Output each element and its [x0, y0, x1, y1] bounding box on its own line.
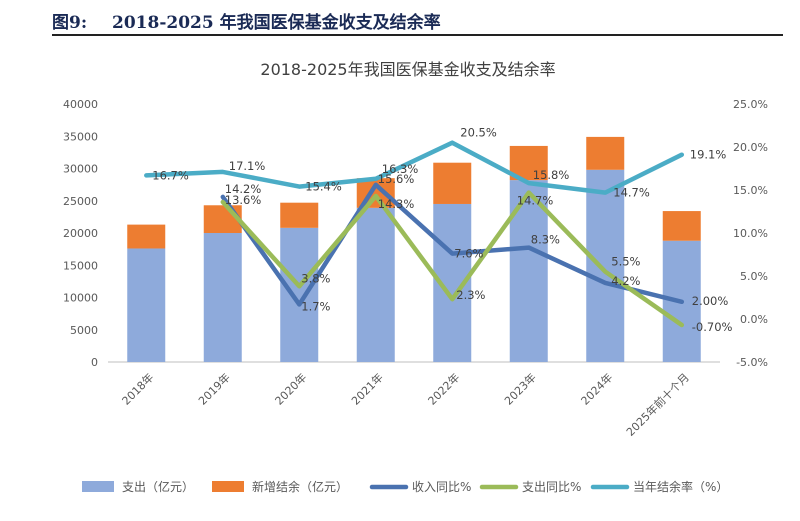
- legend-label: 新增结余（亿元）: [252, 479, 348, 494]
- legend-label: 支出（亿元）: [122, 479, 194, 494]
- bar-expenditure: [586, 169, 625, 362]
- x-tick-label: 2023年: [501, 370, 538, 407]
- data-label: 19.1%: [690, 148, 727, 162]
- line-income-yoy: [220, 182, 685, 307]
- data-label: 8.3%: [531, 233, 560, 247]
- left-tick-label: 20000: [63, 227, 98, 240]
- data-label: 13.6%: [225, 193, 262, 207]
- left-tick-label: 40000: [63, 98, 98, 111]
- data-label: 3.8%: [301, 271, 330, 285]
- x-axis-labels: 2018年 2019年 2020年 2021年 2022年 2023年 2024年 2025年…: [119, 370, 692, 439]
- bar-expenditure: [280, 227, 319, 362]
- left-tick-label: 30000: [63, 163, 98, 176]
- right-tick-label: 20.0%: [733, 141, 768, 154]
- data-label: 14.2%: [225, 182, 262, 196]
- bar-new-surplus: [280, 202, 319, 228]
- legend-item: 支出同比%: [479, 480, 581, 494]
- legend-item: 当年结余率（%）: [590, 479, 728, 494]
- bar-expenditure: [203, 233, 242, 362]
- x-tick-label: 2018年: [119, 370, 156, 407]
- bar-new-surplus: [662, 211, 701, 241]
- data-label: 20.5%: [460, 126, 497, 140]
- left-tick-label: 0: [91, 356, 98, 369]
- bar-new-surplus: [127, 224, 166, 249]
- x-tick-label: 2020年: [272, 370, 309, 407]
- left-tick-label: 25000: [63, 195, 98, 208]
- x-tick-label: 2025年前十个月: [623, 370, 692, 439]
- data-label: 15.4%: [305, 180, 342, 194]
- data-label: 1.7%: [301, 299, 330, 313]
- data-label: 4.2%: [611, 274, 640, 288]
- data-label: 7.6%: [454, 247, 483, 261]
- data-label: 17.1%: [229, 159, 266, 173]
- bar-new-surplus: [586, 136, 625, 170]
- left-tick-label: 10000: [63, 292, 98, 305]
- lines: [144, 140, 685, 328]
- chart-title: 2018-2025年我国医保基金收支及结余率: [260, 60, 555, 79]
- right-tick-label: 5.0%: [740, 270, 768, 283]
- figure-header: 图9: 2018-2025 年我国医保基金收支及结余率: [52, 4, 783, 36]
- x-tick-label: 2024年: [578, 370, 615, 407]
- right-tick-label: -5.0%: [736, 356, 768, 369]
- x-tick-label: 2021年: [348, 370, 385, 407]
- legend-swatch: [82, 481, 114, 492]
- legend: 支出（亿元） 新增结余（亿元） 收入同比% 支出同比% 当年结余率（%）: [82, 479, 728, 494]
- data-label: 15.6%: [378, 172, 415, 186]
- line-expenditure-yoy: [220, 190, 685, 328]
- figure-label: 图9:: [52, 13, 88, 33]
- right-tick-label: 15.0%: [733, 184, 768, 197]
- data-label: 14.7%: [613, 186, 650, 200]
- left-tick-label: 5000: [70, 324, 98, 337]
- legend-label: 收入同比%: [412, 480, 471, 494]
- legend-swatch: [212, 481, 244, 492]
- data-labels: 14.2% 1.7% 15.6% 7.6% 8.3% 4.2% 2.00% 13.6% 3.8%…: [152, 126, 732, 334]
- legend-item: 新增结余（亿元）: [212, 479, 348, 494]
- legend-label: 当年结余率（%）: [633, 479, 728, 494]
- legend-item: 收入同比%: [369, 480, 471, 494]
- data-label: 5.5%: [611, 255, 640, 269]
- data-label: 14.3%: [378, 197, 415, 211]
- right-tick-label: 0.0%: [740, 313, 768, 326]
- legend-label: 支出同比%: [522, 480, 581, 494]
- bar-new-surplus: [433, 162, 472, 204]
- data-label: 16.3%: [382, 162, 419, 176]
- bar-expenditure: [356, 207, 395, 362]
- right-axis: -5.0% 0.0% 5.0% 10.0% 15.0% 20.0% 25.0%: [733, 98, 768, 369]
- right-tick-label: 25.0%: [733, 98, 768, 111]
- data-label: 2.3%: [456, 288, 485, 302]
- left-tick-label: 35000: [63, 130, 98, 143]
- figure-title: 2018-2025 年我国医保基金收支及结余率: [112, 13, 441, 33]
- x-tick-label: 2022年: [425, 370, 462, 407]
- right-tick-label: 10.0%: [733, 227, 768, 240]
- left-tick-label: 15000: [63, 259, 98, 272]
- bar-expenditure: [127, 248, 166, 362]
- data-label: 15.8%: [533, 168, 570, 182]
- left-axis: 0 5000 10000 15000 20000 25000 30000 35000 40000: [63, 98, 98, 369]
- line-surplus-rate: [144, 140, 685, 195]
- data-label: 16.7%: [152, 168, 189, 182]
- data-label: 14.7%: [517, 194, 554, 208]
- data-label: -0.70%: [692, 320, 733, 334]
- data-label: 2.00%: [692, 294, 729, 308]
- x-tick-label: 2019年: [195, 370, 232, 407]
- legend-item: 支出（亿元）: [82, 479, 194, 494]
